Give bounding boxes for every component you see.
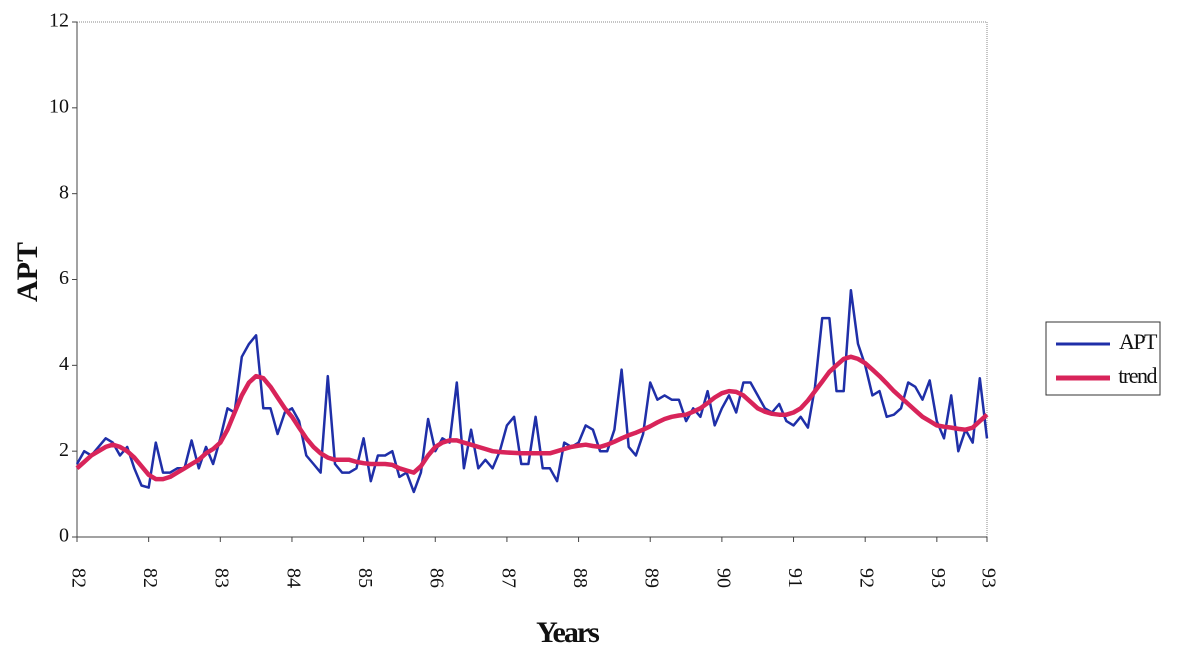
- legend-box: [1045, 321, 1161, 396]
- y-axis-title: APT: [11, 242, 44, 302]
- x-tick-label: 91: [784, 568, 806, 588]
- y-tick-label: 12: [49, 10, 69, 32]
- x-tick-label: 84: [282, 568, 304, 588]
- x-tick-label: 89: [641, 568, 663, 588]
- x-tick-label: 88: [569, 568, 591, 588]
- x-tick-label: 87: [497, 568, 519, 588]
- series-line: [75, 354, 989, 482]
- x-tick-label: 83: [211, 568, 233, 588]
- y-tick-label: 10: [49, 95, 69, 117]
- x-tick-label: 86: [426, 568, 448, 588]
- y-tick-label: 6: [59, 267, 69, 289]
- y-tick-label: 0: [59, 525, 69, 547]
- x-axis-title: Years: [536, 616, 599, 649]
- x-tick-label: 92: [856, 568, 878, 588]
- y-tick-label: 4: [59, 353, 69, 375]
- legend-label: APT: [1119, 329, 1158, 354]
- x-tick-label: 82: [139, 568, 161, 588]
- legend-label: trend: [1118, 363, 1157, 388]
- x-tick-label: 93: [927, 568, 949, 588]
- x-tick-label: 85: [354, 568, 376, 588]
- y-tick-label: 2: [59, 439, 69, 461]
- x-tick-label: 82: [67, 568, 89, 588]
- x-tick-label: 93: [977, 568, 999, 588]
- x-tick-label: 90: [712, 568, 734, 588]
- y-tick-label: 8: [59, 181, 69, 203]
- series-line: [75, 288, 989, 494]
